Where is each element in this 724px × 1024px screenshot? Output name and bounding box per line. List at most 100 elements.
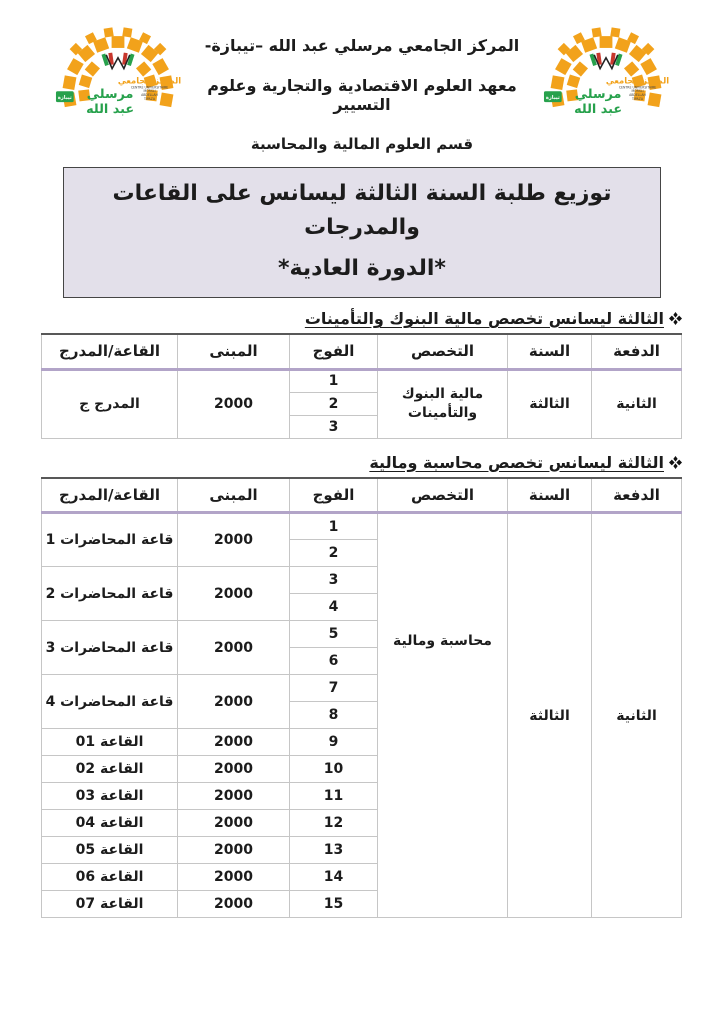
- section-heading-accounting-finance: الثالثة ليسانس تخصص محاسبة ومالية: [42, 453, 682, 472]
- room-cell: قاعة المحاضرات 4: [41, 674, 178, 729]
- col-header-specialty: التخصص: [377, 333, 508, 371]
- banner-title: توزيع طلبة السنة الثالثة ليسانس على القا…: [112, 181, 612, 240]
- room-cell: القاعة 06: [41, 863, 178, 891]
- table-row: 7 2000 قاعة المحاضرات 4: [41, 674, 682, 729]
- institution-name: المركز الجامعي مرسلي عبد الله –تيبازة-: [204, 36, 520, 55]
- title-banner: توزيع طلبة السنة الثالثة ليسانس على القا…: [63, 167, 661, 298]
- open-book-icon: [101, 52, 135, 71]
- table-row: 3 2000 قاعة المحاضرات 2: [41, 566, 682, 621]
- table-header-row: الدفعة السنة التخصص الفوج المبنى القاعة/…: [41, 333, 682, 371]
- logo-caption-line: MORSLI: [631, 89, 643, 93]
- group-cell: 9: [289, 728, 378, 756]
- room-cell: القاعة 02: [41, 755, 178, 783]
- col-header-year: السنة: [507, 477, 592, 514]
- table-row: 15 2000 القاعة 07: [41, 890, 682, 918]
- logo-caption-line: ABDELLAH: [629, 93, 646, 97]
- building-cell: 2000: [177, 674, 290, 729]
- table-row: 9 2000 القاعة 01: [41, 728, 682, 756]
- group-cell: 11: [289, 782, 378, 810]
- logo-caption-line: TIPAZA: [631, 97, 644, 101]
- group-cell: 8: [289, 701, 378, 729]
- city-badge: تيبازة: [543, 91, 562, 103]
- city-badge: تيبازة: [55, 91, 74, 103]
- room-cell: القاعة 07: [41, 890, 178, 918]
- col-header-batch: الدفعة: [591, 477, 682, 514]
- group-cell: 4: [289, 593, 378, 621]
- col-header-room: القاعة/المدرج: [41, 477, 178, 514]
- col-header-group: الفوج: [289, 333, 378, 371]
- group-cell: 7: [289, 674, 378, 702]
- group-cell: 3: [289, 566, 378, 594]
- room-cell: القاعة 01: [41, 728, 178, 756]
- group-cell: 1: [289, 368, 378, 393]
- table-row: 4: [42, 593, 682, 621]
- section-heading-banking-finance: الثالثة ليسانس تخصص مالية البنوك والتأمي…: [42, 309, 682, 328]
- department-name: قسم العلوم المالية والمحاسبة: [250, 135, 474, 153]
- col-header-year: السنة: [507, 333, 592, 371]
- batch-cell: الثانية: [591, 512, 682, 918]
- room-cell: قاعة المحاضرات 3: [41, 620, 178, 675]
- group-cell: 10: [289, 755, 378, 783]
- logo-caption-line: TIPAZA: [143, 97, 156, 101]
- logo-caption-line: ABDELLAH: [141, 93, 158, 97]
- building-cell: 2000: [177, 728, 290, 756]
- group-cell: 2: [289, 539, 378, 567]
- table-row: 10 2000 القاعة 02: [41, 755, 682, 783]
- group-cell: 14: [289, 863, 378, 891]
- table-row: الثانية الثالثة مالية البنوك والتأمينات …: [41, 368, 682, 439]
- university-logo-right: المركز الجامعي CENTRE UNIVERSITAIRE MORS…: [55, 27, 181, 117]
- group-cell: 6: [289, 647, 378, 675]
- room-cell: المدرج ج: [41, 368, 178, 439]
- accounting-finance-table: الدفعة السنة التخصص الفوج المبنى القاعة/…: [41, 476, 682, 918]
- building-cell: 2000: [177, 620, 290, 675]
- logo-calligraphy-line: عبد الله: [574, 102, 622, 117]
- group-cell: 12: [289, 809, 378, 837]
- year-cell: الثالثة: [507, 368, 592, 439]
- logo-calligraphy-line: عبد الله: [86, 102, 134, 117]
- group-cell: 3: [289, 414, 378, 439]
- building-cell: 2000: [177, 755, 290, 783]
- group-cell: 15: [289, 890, 378, 918]
- col-header-building: المبنى: [177, 333, 290, 371]
- building-cell: 2000: [177, 512, 290, 567]
- room-cell: قاعة المحاضرات 2: [41, 566, 178, 621]
- banner-subtitle: *الدورة العادية*: [278, 256, 446, 281]
- col-header-room: القاعة/المدرج: [41, 333, 178, 371]
- specialty-cell: محاسبة ومالية: [377, 512, 508, 918]
- city-badge-text: تيبازة: [58, 95, 72, 101]
- col-header-batch: الدفعة: [591, 333, 682, 371]
- table-row: 3: [42, 414, 682, 439]
- table-row: 14 2000 القاعة 06: [41, 863, 682, 891]
- table-row: 11 2000 القاعة 03: [41, 782, 682, 810]
- col-header-group: الفوج: [289, 477, 378, 514]
- building-cell: 2000: [177, 890, 290, 918]
- building-cell: 2000: [177, 809, 290, 837]
- diamond-bullet-icon: [669, 455, 682, 469]
- section-title: الثالثة ليسانس تخصص مالية البنوك والتأمي…: [304, 309, 664, 328]
- batch-cell: الثانية: [591, 368, 682, 439]
- col-header-specialty: التخصص: [377, 477, 508, 514]
- table-row: 12 2000 القاعة 04: [41, 809, 682, 837]
- city-badge-text: تيبازة: [546, 95, 560, 101]
- room-cell: قاعة المحاضرات 1: [41, 512, 178, 567]
- year-cell: الثالثة: [507, 512, 592, 918]
- specialty-cell: مالية البنوك والتأمينات: [377, 368, 508, 439]
- logo-calligraphy-line: مرسلي: [575, 87, 622, 102]
- document-header: المركز الجامعي CENTRE UNIVERSITAIRE MORS…: [0, 0, 724, 153]
- logo-title-text: المركز الجامعي: [118, 75, 181, 86]
- section-title: الثالثة ليسانس تخصص محاسبة ومالية: [369, 452, 664, 472]
- room-cell: القاعة 03: [41, 782, 178, 810]
- banking-finance-table: الدفعة السنة التخصص الفوج المبنى القاعة/…: [41, 333, 682, 439]
- logo-caption-line: CENTRE UNIVERSITAIRE: [131, 85, 168, 89]
- open-book-icon: [589, 52, 623, 71]
- logo-caption-line: CENTRE UNIVERSITAIRE: [619, 85, 656, 89]
- group-cell: 5: [289, 620, 378, 648]
- university-logo-left: المركز الجامعي CENTRE UNIVERSITAIRE MORS…: [543, 27, 669, 117]
- room-cell: القاعة 05: [41, 836, 178, 864]
- building-cell: 2000: [177, 863, 290, 891]
- group-cell: 1: [289, 512, 378, 540]
- institute-name: معهد العلوم الاقتصادية والتجارية وعلوم ا…: [207, 76, 517, 114]
- group-cell: 13: [289, 836, 378, 864]
- logo-title-text: المركز الجامعي: [606, 75, 669, 86]
